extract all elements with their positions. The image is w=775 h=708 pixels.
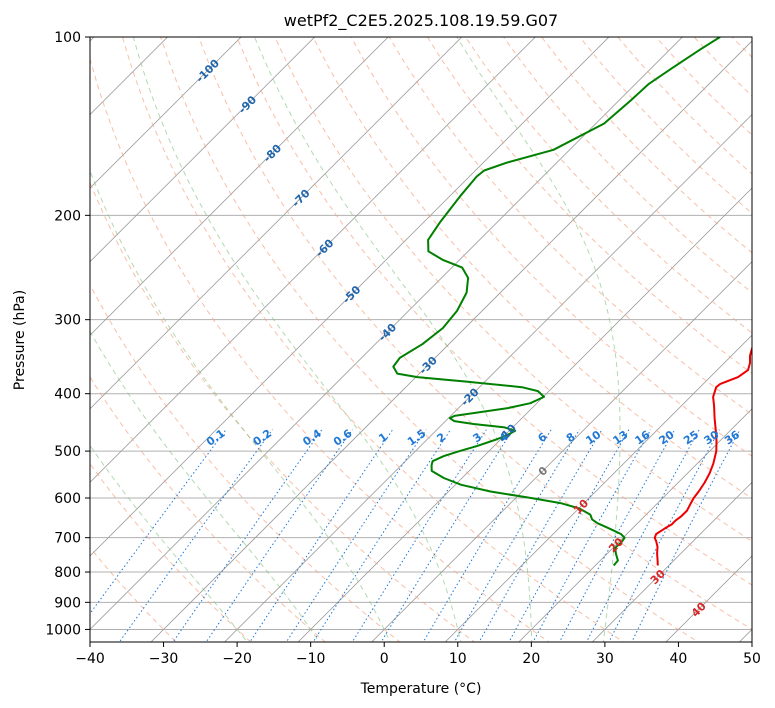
- dry-adiabat-line: [90, 283, 401, 642]
- isotherm-line: [90, 37, 684, 631]
- mixing-ratio-line: [532, 429, 652, 642]
- sounding-profile-line: [392, 37, 721, 567]
- mixing-ratio-line: [351, 429, 487, 642]
- isotherm-line: [150, 40, 752, 642]
- y-axis-ticks: 100 200 300 400 500 600 700 800 900 1000: [45, 30, 90, 638]
- mixing-ratio-line: [558, 429, 676, 642]
- mixing-ratio-line: [172, 429, 323, 642]
- mixing-ratio-line: [380, 429, 514, 642]
- mixing-ratio-line: [285, 429, 427, 642]
- isotherm-line: [90, 37, 610, 557]
- y-tick-label: 1000: [45, 622, 81, 638]
- dry-adiabat-lines: [90, 37, 752, 642]
- isotherm-line: [90, 37, 463, 410]
- isotherm-line: [90, 37, 536, 483]
- y-axis-label: Pressure (hPa): [12, 290, 28, 390]
- y-tick-label: 900: [54, 595, 81, 611]
- dry-adiabat-line: [502, 37, 752, 294]
- moist-adiabat-line: [90, 330, 320, 642]
- dry-adiabat-line: [388, 37, 752, 416]
- moist-adiabat-lines: [90, 37, 621, 642]
- dry-adiabat-line: [90, 376, 327, 642]
- x-axis-ticks: −40 −30 −20 −10 0 10 20 30 40 50: [75, 642, 761, 667]
- isotherm-line: [371, 261, 752, 642]
- dry-adiabat-line: [312, 37, 752, 500]
- y-tick-label: 400: [54, 387, 81, 403]
- x-tick-label: 10: [449, 651, 467, 667]
- mixing-ratio-line: [508, 429, 630, 642]
- y-tick-label: 700: [54, 531, 81, 547]
- y-tick-label: 500: [54, 444, 81, 460]
- sounding-profiles: [392, 37, 752, 567]
- dry-adiabat-line: [90, 56, 550, 642]
- mixing-ratio-line: [631, 429, 741, 642]
- x-tick-label: 40: [670, 651, 688, 667]
- chart-title: wetPf2_C2E5.2025.108.19.59.G07: [284, 11, 558, 31]
- dry-adiabat-line: [274, 37, 752, 542]
- dry-adiabat-line: [160, 37, 700, 642]
- mixing-ratio-lines: [90, 429, 741, 642]
- plot-area: 0.1 0.2 0.4 0.6 1 1.5 2 3 4 6 8 10 13 16 20 25 30 36 -100…: [90, 37, 752, 642]
- mixing-ratio-line: [585, 429, 700, 642]
- x-tick-label: −10: [296, 651, 326, 667]
- mixing-ratio-line: [478, 429, 603, 642]
- isotherm-line: [90, 37, 242, 189]
- isotherm-line: [444, 334, 752, 642]
- x-tick-label: 0: [380, 651, 389, 667]
- dry-adiabat-line: [90, 181, 476, 642]
- isotherm-line: [90, 37, 316, 263]
- y-tick-label: 200: [54, 208, 81, 224]
- x-tick-label: 30: [596, 651, 614, 667]
- mixing-ratio-line: [118, 429, 273, 642]
- x-tick-label: 50: [743, 651, 761, 667]
- pressure-grid-lines: [90, 37, 752, 630]
- mixing-ratio-line: [249, 429, 394, 642]
- isotherm-line: [591, 481, 752, 642]
- y-tick-label: 600: [54, 491, 81, 507]
- dry-adiabat-line: [121, 37, 625, 642]
- isotherm-line: [297, 187, 752, 642]
- x-tick-label: 20: [522, 651, 540, 667]
- dry-adiabat-line: [464, 37, 752, 334]
- x-tick-label: −40: [75, 651, 105, 667]
- y-tick-label: 300: [54, 313, 81, 329]
- moist-adiabat-line: [90, 444, 249, 642]
- x-axis-label: Temperature (°C): [360, 681, 482, 697]
- mixing-ratio-line: [312, 429, 452, 642]
- isotherm-line: [90, 37, 389, 336]
- x-tick-label: −30: [149, 651, 179, 667]
- dry-adiabat-line: [198, 37, 752, 630]
- moist-adiabat-line: [90, 169, 391, 642]
- x-tick-label: −20: [222, 651, 252, 667]
- mixing-ratio-line: [608, 429, 720, 642]
- isotherm-line: [223, 113, 752, 642]
- dry-adiabat-line: [90, 463, 252, 642]
- y-tick-label: 800: [54, 565, 81, 581]
- moist-adiabat-line: [132, 37, 462, 642]
- plot-frame: [89, 36, 753, 643]
- y-tick-label: 100: [54, 30, 81, 46]
- sounding-profile-line: [653, 345, 752, 566]
